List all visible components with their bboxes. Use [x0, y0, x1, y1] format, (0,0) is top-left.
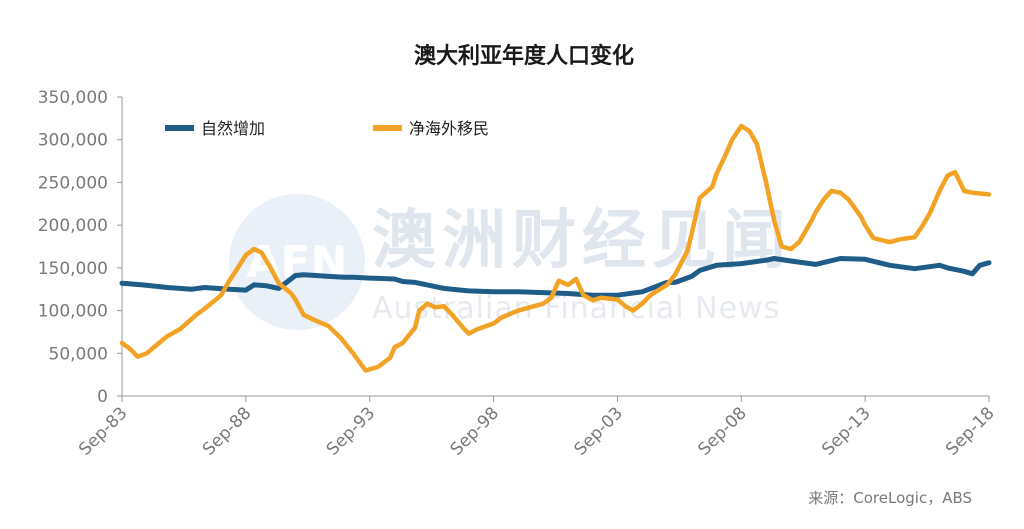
x-tick-label: Sep-93 [323, 403, 379, 459]
x-tick-label: Sep-98 [447, 403, 503, 459]
chart-title: 澳大利亚年度人口变化 [414, 43, 634, 69]
y-tick-label: 250,000 [38, 173, 108, 193]
x-tick-label: Sep-08 [694, 403, 750, 459]
y-tick-label: 100,000 [38, 302, 108, 322]
legend-label-net-migration: 净海外移民 [409, 119, 489, 138]
x-tick-label: Sep-83 [75, 403, 131, 459]
y-tick-label: 200,000 [38, 216, 108, 236]
series-line-natural-increase [119, 256, 992, 298]
x-tick-label: Sep-13 [818, 403, 874, 459]
watermark-logo-text: AFN [247, 237, 348, 288]
y-tick-label: 350,000 [38, 88, 108, 108]
legend-label-natural-increase: 自然增加 [201, 119, 265, 138]
x-tick-label: Sep-03 [571, 403, 627, 459]
y-tick-label: 150,000 [38, 259, 108, 279]
x-axis-ticks: Sep-83 Sep-88 Sep-93 Sep-98 Sep-03 Sep-08 Sep-… [75, 396, 999, 460]
x-tick-label: Sep-88 [199, 403, 255, 459]
x-tick-label: Sep-18 [942, 403, 998, 459]
y-tick-label: 50,000 [49, 344, 108, 364]
y-tick-label: 300,000 [38, 131, 108, 151]
series-line-net-migration [119, 123, 992, 373]
source-note: 来源：CoreLogic，ABS [808, 489, 972, 507]
y-axis-ticks: 0 50,000 100,000 150,000 200,000 250,000 300,0… [38, 88, 122, 407]
watermark-logo-circle [229, 194, 365, 330]
y-tick-label: 0 [97, 387, 108, 407]
legend: 自然增加 净海外移民 [165, 119, 489, 138]
watermark: AFN 澳洲财经见闻 Australian Financial News [229, 194, 786, 330]
series-lines [119, 123, 992, 373]
